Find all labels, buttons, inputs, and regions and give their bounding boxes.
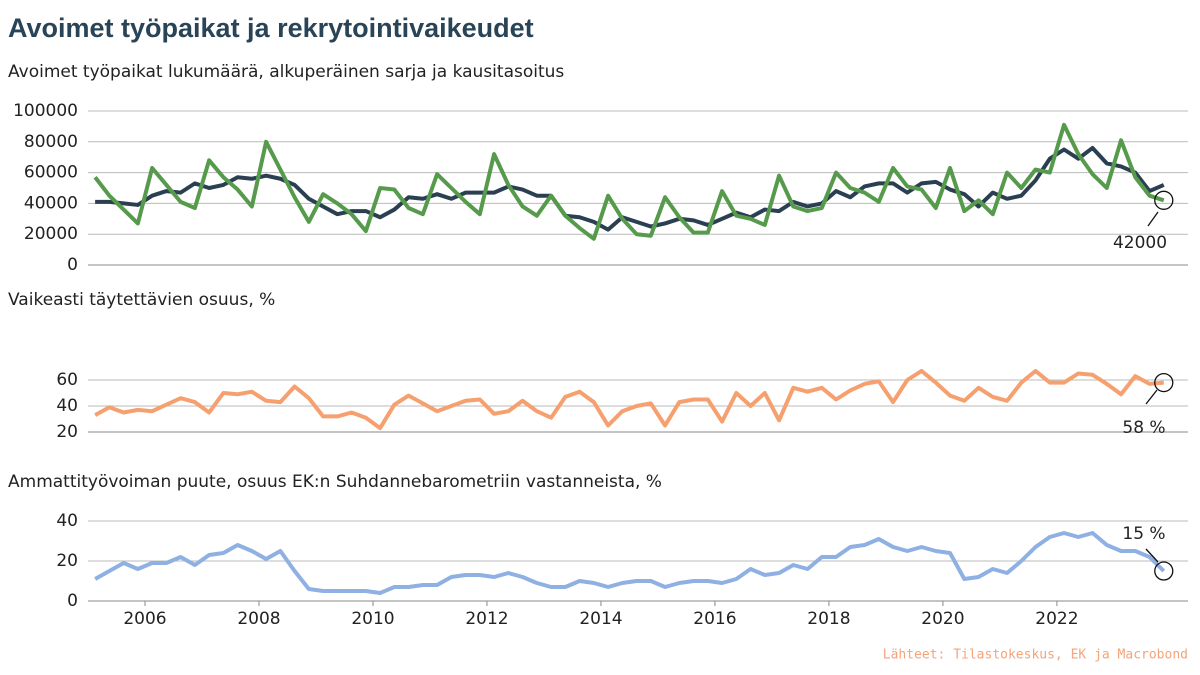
series-line (94, 368, 1164, 431)
x-tick-label: 2012 (465, 609, 508, 629)
series-line (93, 122, 1165, 241)
chart-title: Avoimet työpaikat ja rekrytointivaikeude… (8, 13, 534, 43)
x-tick-label: 2008 (237, 609, 280, 629)
y-tick-label: 20000 (24, 224, 78, 244)
annotation: 42000 (1113, 233, 1167, 253)
series-line (94, 531, 1166, 595)
y-tick-label: 60 (56, 370, 78, 390)
y-tick-label: 0 (67, 255, 78, 275)
x-tick-label: 2006 (123, 609, 166, 629)
x-tick-label: 2014 (579, 609, 622, 629)
x-tick-label: 2010 (351, 609, 394, 629)
y-tick-label: 0 (67, 591, 78, 611)
x-tick-label: 2016 (693, 609, 736, 629)
y-tick-label: 20 (56, 422, 78, 442)
x-tick-label: 2020 (921, 609, 964, 629)
series-line (95, 145, 1165, 232)
y-tick-label: 100000 (13, 101, 78, 121)
panel-subtitle: Ammattityövoiman puute, osuus EK:n Suhda… (8, 472, 662, 492)
source: Lähteet: Tilastokeskus, EK ja Macrobond (883, 648, 1188, 663)
annotation: 15 % (1122, 524, 1165, 544)
y-tick-label: 20 (56, 551, 78, 571)
y-tick-label: 40 (56, 396, 78, 416)
y-tick-label: 40000 (24, 193, 78, 213)
x-tick-label: 2022 (1035, 609, 1078, 629)
x-tick-label: 2018 (807, 609, 850, 629)
y-tick-label: 60000 (24, 163, 78, 183)
annotation-pointer (1147, 211, 1159, 227)
highlight-circle (1154, 561, 1174, 581)
annotation: 58 % (1122, 418, 1165, 438)
panel-subtitle: Vaikeasti täytettävien osuus, % (8, 290, 275, 310)
y-tick-label: 80000 (24, 132, 78, 152)
annotation-pointer (1145, 389, 1158, 405)
y-tick-label: 40 (56, 511, 78, 531)
highlight-circle (1154, 372, 1174, 393)
annotation-pointer (1145, 548, 1159, 563)
panel-subtitle: Avoimet työpaikat lukumäärä, alkuperäine… (8, 62, 564, 82)
highlight-circle (1154, 190, 1174, 210)
